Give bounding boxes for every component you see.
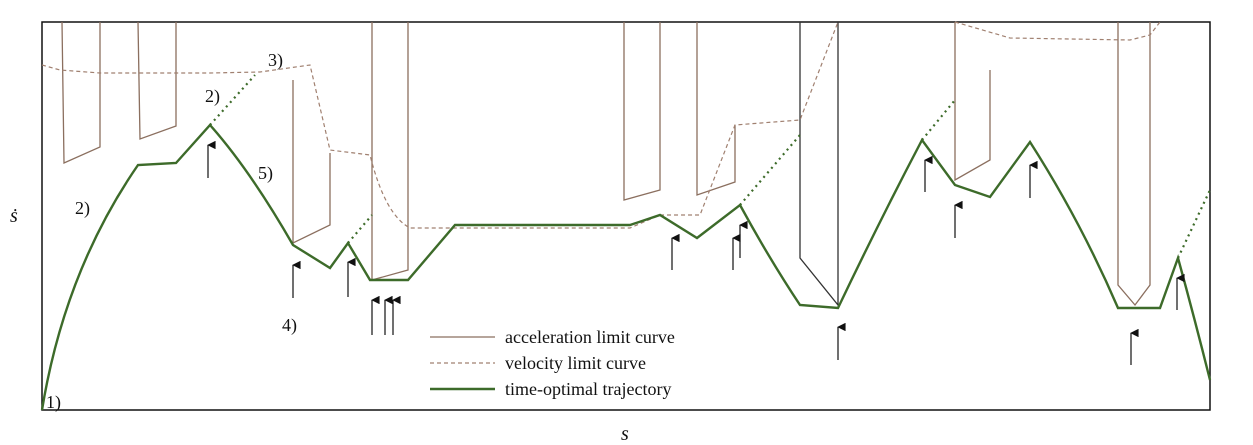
time-optimal-trajectory <box>40 123 1212 411</box>
annotation: 5) <box>258 163 273 184</box>
legend-label: velocity limit curve <box>505 353 646 373</box>
legend: acceleration limit curve velocity limit … <box>430 327 675 399</box>
plot-frame <box>41 21 1211 411</box>
switch-point-arrows <box>207 140 1185 365</box>
annotation: 1) <box>46 392 61 413</box>
legend-label: acceleration limit curve <box>505 327 675 347</box>
annotation: 3) <box>268 50 283 71</box>
y-axis-label: ṡ <box>10 205 18 227</box>
annotation: 2) <box>75 198 90 219</box>
annotation: 2) <box>205 86 220 107</box>
legend-label: time-optimal trajectory <box>505 379 671 399</box>
annotation: 4) <box>282 315 297 336</box>
trajectory-extensions <box>209 74 1211 259</box>
x-axis-label: s <box>621 423 629 445</box>
acceleration-limit-curves <box>61 21 1151 307</box>
